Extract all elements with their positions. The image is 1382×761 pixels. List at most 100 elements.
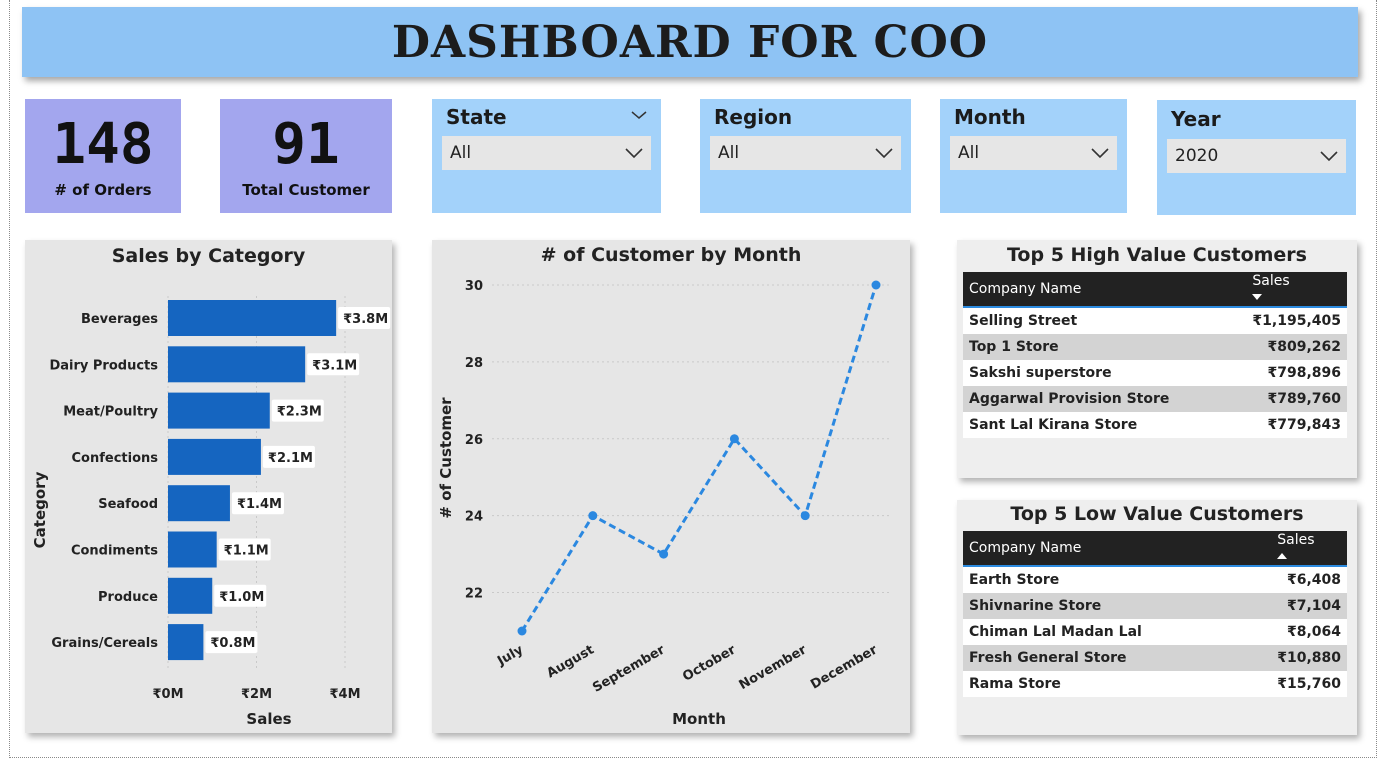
region-dropdown[interactable]: All bbox=[710, 136, 901, 170]
chevron-down-icon bbox=[625, 148, 643, 159]
month-dropdown[interactable]: All bbox=[950, 136, 1117, 170]
x-tick-label: ₹0M bbox=[152, 687, 183, 702]
top-customers-panel: Top 5 High Value Customers Company Name … bbox=[957, 240, 1357, 478]
company-name-cell: Selling Street bbox=[963, 307, 1247, 334]
slicer-title: Month bbox=[954, 105, 1026, 129]
data-label: ₹2.3M bbox=[277, 405, 322, 420]
kpi-label: Total Customer bbox=[242, 181, 370, 199]
table-row[interactable]: Rama Store ₹15,760 bbox=[963, 671, 1347, 697]
bar[interactable] bbox=[168, 346, 306, 383]
sales-cell: ₹7,104 bbox=[1271, 593, 1347, 619]
canvas-border bbox=[9, 0, 1377, 758]
data-point[interactable] bbox=[871, 280, 881, 290]
table-row[interactable]: Sant Lal Kirana Store ₹779,843 bbox=[963, 412, 1347, 438]
slicer-region: Region All bbox=[700, 99, 911, 213]
x-tick-label: August bbox=[544, 642, 596, 681]
slicer-title: Year bbox=[1171, 107, 1221, 131]
column-header-sales[interactable]: Sales bbox=[1271, 531, 1347, 567]
sales-cell: ₹789,760 bbox=[1246, 386, 1347, 412]
bar[interactable] bbox=[168, 485, 230, 522]
table-row[interactable]: Earth Store ₹6,408 bbox=[963, 566, 1347, 593]
data-label-bg bbox=[214, 584, 267, 607]
data-label-bg bbox=[271, 399, 324, 422]
table-row[interactable]: Fresh General Store ₹10,880 bbox=[963, 645, 1347, 671]
sales-cell: ₹809,262 bbox=[1246, 334, 1347, 360]
data-label: ₹0.8M bbox=[210, 636, 255, 651]
data-label: ₹3.1M bbox=[312, 358, 357, 373]
kpi-value: 91 bbox=[272, 112, 340, 177]
y-tick-label: 26 bbox=[465, 433, 483, 448]
bar[interactable] bbox=[168, 300, 337, 336]
category-label: Beverages bbox=[81, 312, 158, 327]
column-header-company[interactable]: Company Name bbox=[963, 272, 1247, 308]
data-point[interactable] bbox=[659, 549, 669, 559]
x-axis-label: Month bbox=[672, 710, 726, 728]
x-tick-label: ₹4M bbox=[329, 687, 360, 702]
x-tick-label: November bbox=[737, 642, 810, 693]
data-point[interactable] bbox=[729, 434, 739, 444]
state-dropdown[interactable]: All bbox=[442, 136, 651, 170]
x-axis-label: Sales bbox=[246, 710, 291, 728]
table-row[interactable]: Top 1 Store ₹809,262 bbox=[963, 334, 1347, 360]
table-title: Top 5 High Value Customers bbox=[1006, 244, 1307, 266]
category-label: Produce bbox=[98, 590, 158, 605]
y-tick-label: 30 bbox=[465, 279, 483, 294]
slicer-year: Year 2020 bbox=[1157, 100, 1356, 215]
kpi-value: 148 bbox=[52, 112, 154, 177]
data-label-bg bbox=[307, 353, 360, 376]
chart-title: # of Customer by Month bbox=[540, 244, 802, 266]
header-banner: DASHBOARD FOR COO bbox=[22, 7, 1358, 77]
x-tick-label: ₹2M bbox=[241, 687, 272, 702]
sales-cell: ₹6,408 bbox=[1271, 566, 1347, 593]
company-name-cell: Earth Store bbox=[963, 566, 1272, 593]
company-name-cell: Shivnarine Store bbox=[963, 593, 1272, 619]
company-name-cell: Sant Lal Kirana Store bbox=[963, 412, 1247, 438]
chevron-down-icon bbox=[1091, 148, 1109, 159]
y-tick-label: 28 bbox=[465, 356, 483, 371]
data-point[interactable] bbox=[800, 511, 810, 521]
data-point[interactable] bbox=[588, 511, 598, 521]
sort-descending-icon bbox=[1252, 294, 1263, 300]
table-row[interactable]: Aggarwal Provision Store ₹789,760 bbox=[963, 386, 1347, 412]
sales-cell: ₹779,843 bbox=[1246, 412, 1347, 438]
data-point[interactable] bbox=[517, 626, 527, 636]
data-label-bg bbox=[205, 631, 258, 654]
category-label: Confections bbox=[72, 451, 159, 466]
column-header-sales[interactable]: Sales bbox=[1246, 272, 1347, 308]
bar[interactable] bbox=[168, 392, 270, 429]
chart-title: Sales by Category bbox=[111, 245, 306, 267]
dropdown-value: All bbox=[450, 143, 472, 163]
slicer-state: State All bbox=[432, 99, 661, 213]
data-label: ₹2.1M bbox=[268, 451, 313, 466]
data-label: ₹1.0M bbox=[219, 590, 264, 605]
low-customers-panel: Top 5 Low Value Customers Company Name S… bbox=[957, 500, 1357, 735]
sales-cell: ₹10,880 bbox=[1271, 645, 1347, 671]
sales-cell: ₹15,760 bbox=[1271, 671, 1347, 697]
year-dropdown[interactable]: 2020 bbox=[1167, 139, 1346, 173]
slicer-title: State bbox=[446, 105, 507, 129]
bar[interactable] bbox=[168, 624, 204, 661]
category-label: Dairy Products bbox=[49, 358, 158, 373]
top-customers-table: Company Name Sales Selling Street ₹1,195,… bbox=[963, 272, 1347, 438]
category-label: Grains/Cereals bbox=[51, 636, 158, 651]
dropdown-value: All bbox=[958, 143, 980, 163]
chevron-down-icon[interactable] bbox=[631, 107, 647, 123]
bar[interactable] bbox=[168, 577, 213, 614]
bar[interactable] bbox=[168, 531, 217, 568]
series-line bbox=[520, 284, 878, 632]
x-tick-label: October bbox=[680, 642, 739, 685]
page-title: DASHBOARD FOR COO bbox=[391, 16, 989, 68]
customers-by-month-chart: # of Customer Month 22 24 26 28 30 July August… bbox=[437, 279, 892, 728]
table-row[interactable]: Chiman Lal Madan Lal ₹8,064 bbox=[963, 619, 1347, 645]
y-tick-label: 24 bbox=[465, 510, 483, 525]
data-label: ₹1.4M bbox=[237, 497, 282, 512]
table-row[interactable]: Selling Street ₹1,195,405 bbox=[963, 307, 1347, 334]
table-row[interactable]: Sakshi superstore ₹798,896 bbox=[963, 360, 1347, 386]
table-row[interactable]: Shivnarine Store ₹7,104 bbox=[963, 593, 1347, 619]
bar[interactable] bbox=[168, 438, 261, 475]
category-label: Condiments bbox=[71, 544, 158, 559]
column-header-company[interactable]: Company Name bbox=[963, 531, 1272, 567]
y-axis-label: Category bbox=[31, 471, 49, 548]
table-title: Top 5 Low Value Customers bbox=[1010, 503, 1304, 525]
data-label-bg bbox=[338, 307, 391, 329]
